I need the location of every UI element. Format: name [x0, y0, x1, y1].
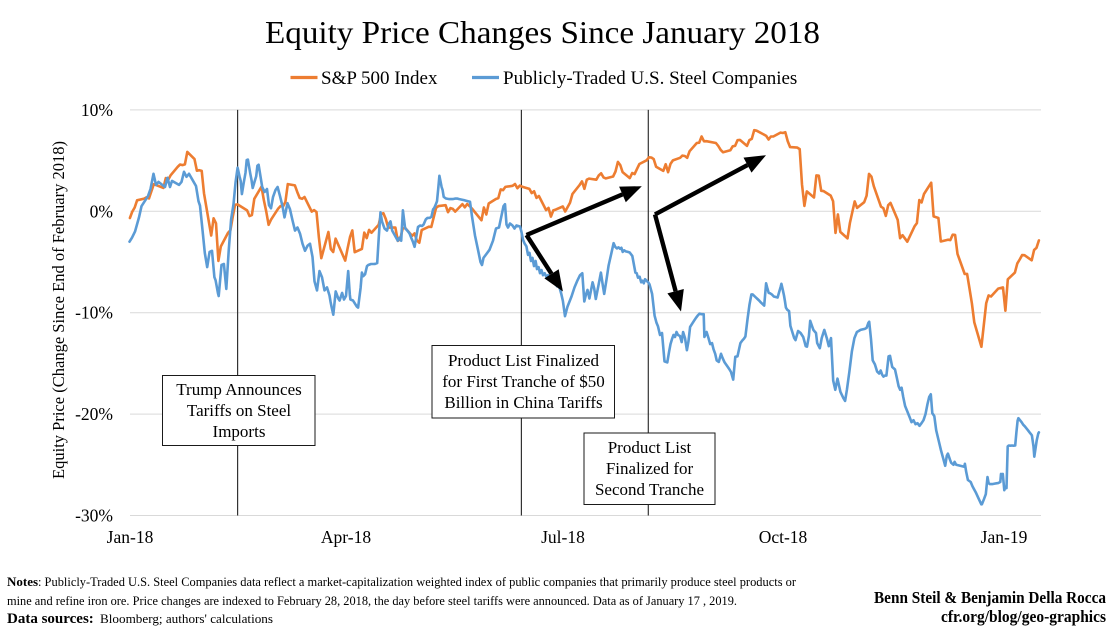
svg-text:0%: 0% — [90, 201, 113, 221]
svg-text:-30%: -30% — [75, 506, 113, 526]
svg-text:Oct-18: Oct-18 — [759, 527, 808, 547]
svg-text:-10%: -10% — [75, 303, 113, 323]
svg-text:cfr.org/blog/geo-graphics: cfr.org/blog/geo-graphics — [941, 607, 1106, 626]
svg-text:S&P 500 Index: S&P 500 Index — [321, 68, 438, 89]
svg-text:Product List Finalized: Product List Finalized — [448, 351, 600, 370]
svg-text:Apr-18: Apr-18 — [321, 527, 371, 547]
svg-text:Trump Announces: Trump Announces — [176, 380, 301, 399]
svg-text:Publicly-Traded U.S. Steel Com: Publicly-Traded U.S. Steel Companies — [503, 68, 797, 89]
svg-text:Imports: Imports — [213, 422, 266, 441]
svg-text:Equity Price Changes Since Jan: Equity Price Changes Since January 2018 — [265, 14, 820, 50]
svg-text:for First Tranche of $50: for First Tranche of $50 — [442, 372, 604, 391]
svg-text:: Publicly-Traded U.S. Steel C: : Publicly-Traded U.S. Steel Companies d… — [38, 574, 797, 589]
svg-text:Data sources:: Data sources: — [7, 611, 94, 626]
svg-text:Equity Price (Change Since End: Equity Price (Change Since End of Februa… — [49, 141, 68, 479]
svg-text:Jan-18: Jan-18 — [107, 527, 154, 547]
svg-text:Second Tranche: Second Tranche — [595, 480, 704, 499]
svg-text:-20%: -20% — [75, 404, 113, 424]
svg-text:Finalized for: Finalized for — [606, 459, 694, 478]
svg-text:Tariffs on Steel: Tariffs on Steel — [187, 401, 292, 420]
svg-text:Notes: Notes — [7, 574, 38, 589]
svg-text:Jan-19: Jan-19 — [981, 527, 1028, 547]
svg-text:10%: 10% — [81, 100, 113, 120]
svg-text:Benn Steil & Benjamin Della Ro: Benn Steil & Benjamin Della Rocca — [874, 588, 1106, 607]
svg-text:Product List: Product List — [608, 438, 692, 457]
svg-text:Bloomberg; authors' calculatio: Bloomberg; authors' calculations — [100, 611, 273, 626]
svg-text:Jul-18: Jul-18 — [541, 527, 585, 547]
svg-text:Billion in China Tariffs: Billion in China Tariffs — [444, 393, 602, 412]
svg-text:mine and refine iron ore. Pric: mine and refine iron ore. Price changes … — [7, 593, 737, 608]
